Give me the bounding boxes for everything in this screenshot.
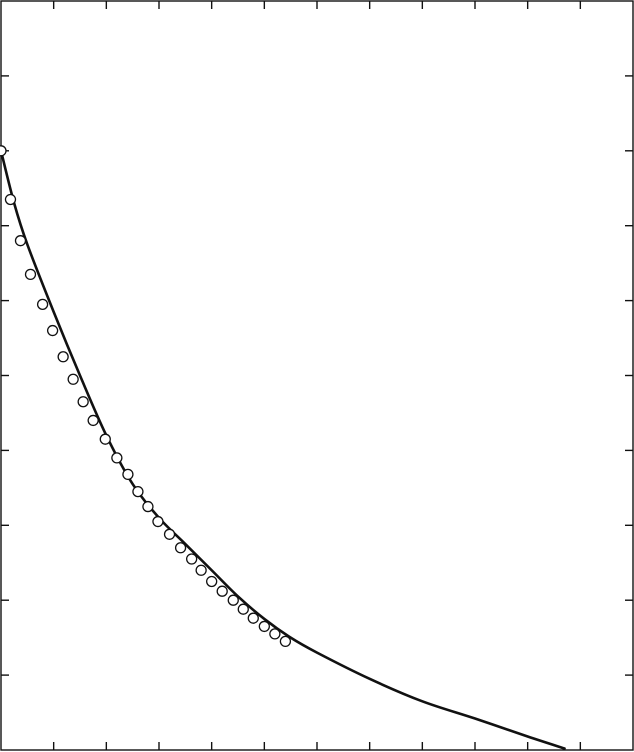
data-point <box>142 500 154 513</box>
fit-curve <box>0 149 566 750</box>
data-point <box>195 564 207 576</box>
data-point <box>269 628 281 640</box>
data-point <box>132 485 144 498</box>
data-point <box>87 414 99 427</box>
data-point <box>0 145 7 157</box>
data-points <box>0 145 292 648</box>
data-point <box>206 575 218 588</box>
data-point <box>99 433 111 445</box>
data-point <box>122 468 134 481</box>
data-point <box>152 515 164 528</box>
data-point <box>279 635 292 648</box>
data-point <box>237 603 249 615</box>
data-point <box>77 396 89 408</box>
data-point <box>247 612 259 624</box>
data-point <box>57 351 69 363</box>
data-point <box>227 594 239 606</box>
data-point <box>174 542 187 554</box>
data-point <box>258 620 270 633</box>
data-point <box>46 324 59 337</box>
data-point <box>186 553 198 565</box>
data-point <box>111 452 123 464</box>
data-point <box>36 298 49 310</box>
data-point <box>4 193 17 206</box>
data-point <box>14 235 27 247</box>
data-point <box>67 373 79 385</box>
data-point <box>163 528 176 540</box>
data-point <box>24 268 37 281</box>
data-point <box>216 585 228 597</box>
